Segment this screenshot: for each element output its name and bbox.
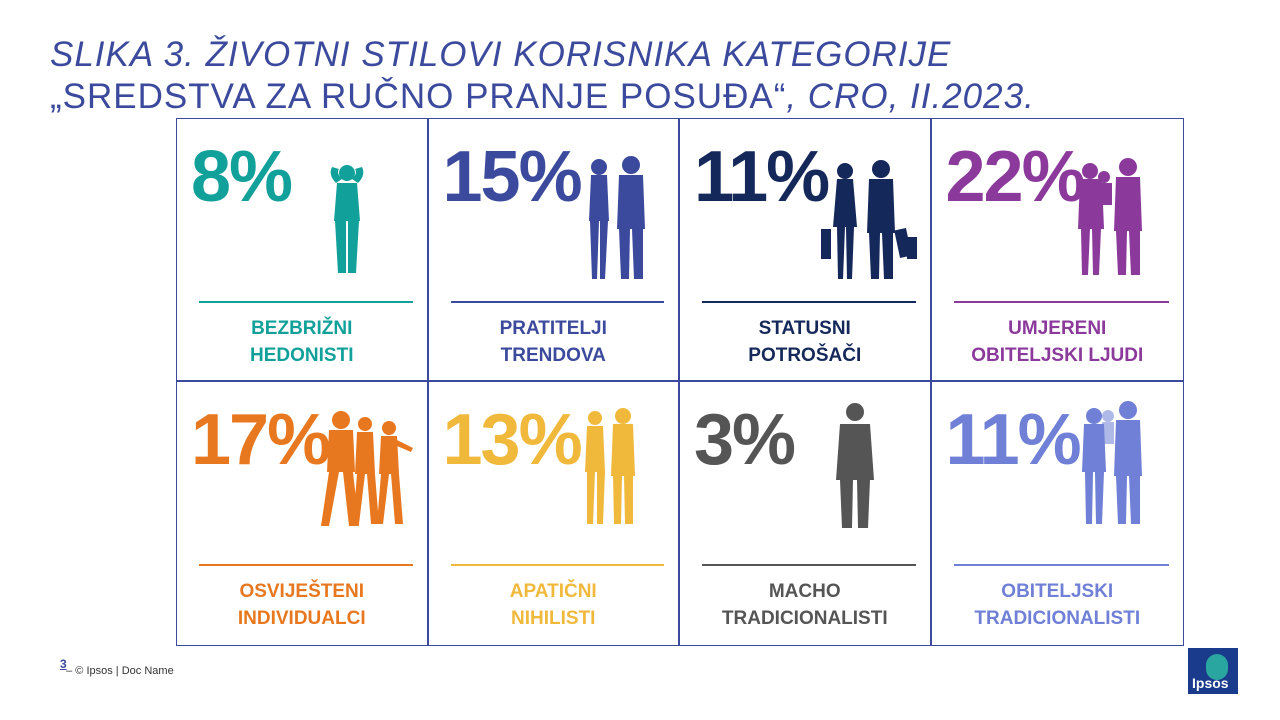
segment-label-line-2: NIHILISTI: [511, 608, 596, 629]
title-line-1: SLIKA 3. ŽIVOTNI STILOVI KORISNIKA KATEG…: [50, 35, 952, 74]
segment-label-line-1: OBITELJSKI: [1001, 581, 1114, 602]
segment-label-line-1: OSVIJEŠTENI: [239, 581, 365, 602]
segment-percent: 3%: [694, 400, 796, 480]
segment-label-line-2: POTROŠAČI: [748, 345, 862, 366]
segment-label-line-2: INDIVIDUALCI: [237, 608, 366, 629]
family-icon: [1077, 158, 1142, 275]
segment-label-line-1: STATUSNI: [758, 318, 851, 339]
segment-label-line-1: APATIČNI: [509, 581, 597, 602]
walking-group-icon: [321, 411, 413, 526]
relaxed-man-icon: [330, 165, 364, 273]
segment-label: STATUSNI POTROŠAČI: [680, 315, 930, 369]
segment-label-line-1: PRATITELJI: [499, 318, 607, 339]
segment-cell: 13% APATIČNI NIHILISTI: [429, 382, 680, 645]
segment-label-line-2: TRADICIONALISTI: [974, 608, 1141, 629]
segment-label: MACHO TRADICIONALISTI: [680, 578, 930, 632]
standing-pair-icon: [584, 408, 635, 524]
segment-cell: 22% UMJERENI OBITELJSKI LJUDI: [931, 119, 1184, 382]
segment-divider: [450, 564, 664, 566]
segment-cell: 17% OSVIJEŠTENI INDIVIDUALCI: [177, 382, 429, 645]
segment-divider: [702, 301, 916, 303]
segment-label: OSVIJEŠTENI INDIVIDUALCI: [177, 578, 427, 632]
title-category: „SREDSTVA ZA RUČNO PRANJE POSUĐA“: [50, 77, 787, 116]
segment-divider: [199, 564, 413, 566]
title-line-2: „SREDSTVA ZA RUČNO PRANJE POSUĐA“, CRO, …: [50, 76, 1230, 118]
footer-text: – © Ipsos | Doc Name: [60, 665, 174, 677]
segment-label: APATIČNI NIHILISTI: [429, 578, 679, 632]
segment-percent: 11%: [694, 137, 830, 217]
segment-percent: 17%: [191, 400, 331, 480]
slide-title: SLIKA 3. ŽIVOTNI STILOVI KORISNIKA KATEG…: [50, 34, 1230, 118]
segment-percent: 15%: [442, 137, 583, 217]
shopping-couple-icon: [821, 160, 917, 279]
couple-icon: [588, 156, 645, 279]
traditional-family-icon: [1081, 401, 1142, 524]
segment-label-line-2: TRENDOVA: [500, 345, 606, 366]
segment-cell: 3% MACHO TRADICIONALISTI: [680, 382, 932, 645]
segment-label-line-1: MACHO: [768, 581, 841, 602]
segment-divider: [199, 301, 413, 303]
segment-cell: 11% OBITELJSKI TRADICIONALISTI: [932, 382, 1184, 645]
footer-copyright: – © Ipsos | Doc Name: [66, 665, 174, 677]
segment-label-line-1: UMJERENI: [1008, 318, 1107, 339]
segment-label: UMJERENI OBITELJSKI LJUDI: [932, 315, 1184, 369]
man-in-suit-icon: [836, 403, 874, 528]
segment-cell: 15% PRATITELJI TRENDOVA: [428, 119, 680, 382]
segment-percent: 11%: [945, 400, 1082, 480]
segment-divider: [953, 301, 1169, 303]
segment-label-line-2: OBITELJSKI LJUDI: [971, 345, 1144, 366]
segment-label: OBITELJSKI TRADICIONALISTI: [932, 578, 1184, 632]
logo-mark: [1206, 654, 1228, 680]
segment-label: BEZBRIŽNI HEDONISTI: [177, 315, 427, 369]
segment-label-line-2: TRADICIONALISTI: [721, 608, 888, 629]
segment-divider: [953, 564, 1169, 566]
lifestyle-grid: 8% BEZBRIŽNI HEDONISTI 15%: [176, 118, 1184, 646]
segment-percent: 8%: [191, 137, 293, 217]
ipsos-logo-icon: Ipsos: [1188, 648, 1238, 694]
segment-cell: 8% BEZBRIŽNI HEDONISTI: [177, 119, 429, 382]
segment-label-line-2: HEDONISTI: [250, 345, 354, 366]
segment-cell: 11% STATUSNI POTROŠAČI: [680, 119, 932, 382]
segment-label: PRATITELJI TRENDOVA: [429, 315, 679, 369]
segment-divider: [702, 564, 916, 566]
segment-percent: 22%: [945, 137, 1086, 217]
logo-text: Ipsos: [1192, 675, 1229, 691]
segment-label-line-1: BEZBRIŽNI: [251, 318, 353, 339]
segment-divider: [450, 301, 664, 303]
title-tail: , CRO, II.2023.: [786, 77, 1035, 116]
segment-percent: 13%: [442, 400, 583, 480]
page-number: 3: [60, 657, 67, 671]
